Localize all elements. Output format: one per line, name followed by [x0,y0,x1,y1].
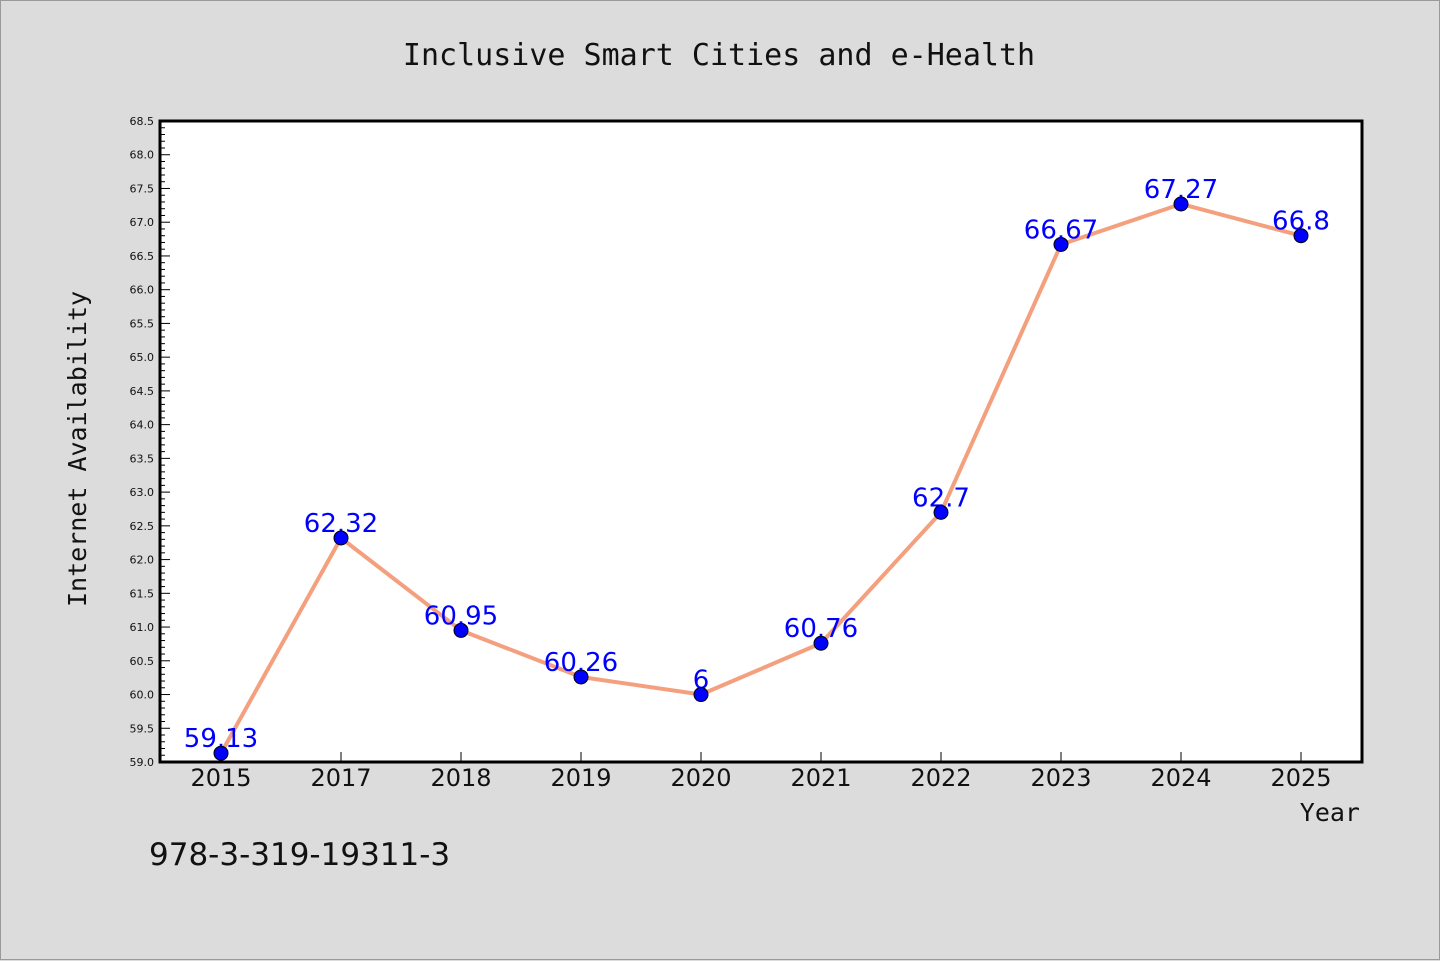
footer-isbn: 978-3-319-19311-3 [149,837,450,873]
series-layer: 59.1362.3260.9560.26660.7662.766.6767.27… [184,175,1330,761]
x-tick-label: 2020 [670,764,731,792]
plot-area [160,121,1362,762]
y-tick-label: 68.0 [130,149,155,162]
y-tick-label: 63.5 [130,452,155,465]
x-tick-label: 2015 [190,764,251,792]
plot-border [158,119,1364,764]
data-point [1293,228,1309,244]
data-point [1173,196,1189,212]
data-point [333,530,349,546]
x-tick-label: 2021 [790,764,851,792]
x-tick-label: 2022 [910,764,971,792]
y-tick-label: 62.5 [130,520,155,533]
y-tick-label: 65.0 [130,351,155,364]
y-tick-label: 61.5 [130,587,155,600]
y-tick-label: 67.0 [130,216,155,229]
y-tick-label: 61.0 [130,621,155,634]
data-point [933,504,949,520]
y-tick-label: 67.5 [130,182,155,195]
x-axis-label: Year [1300,798,1360,827]
data-point [1053,236,1069,252]
data-point [573,669,589,685]
y-tick-label: 63.0 [130,486,155,499]
x-tick-label: 2019 [550,764,611,792]
y-tick-label: 66.5 [130,250,155,263]
y-tick-label: 66.0 [130,284,155,297]
data-point [453,622,469,638]
y-tick-label: 59.0 [130,756,155,769]
data-point [813,635,829,651]
y-axis-label: Internet Availability [63,291,92,607]
series-line [219,201,1303,756]
x-tick-label: 2024 [1150,764,1211,792]
x-tick-label: 2018 [430,764,491,792]
x-axis: 2015 2017 2018 2019 2020 2021 2022 2023 2024 2025 [190,752,1332,792]
y-tick-label: 64.5 [130,385,155,398]
x-tick-label: 2023 [1030,764,1091,792]
y-tick-label: 59.5 [130,722,155,735]
data-label: 6 [693,666,710,696]
y-tick-label: 68.5 [130,115,155,128]
chart-title: Inclusive Smart Cities and e-Health [403,38,1035,73]
y-tick-label: 65.5 [130,317,155,330]
y-tick-label: 60.0 [130,689,155,702]
y-tick-label: 64.0 [130,419,155,432]
y-tick-label: 60.5 [130,655,155,668]
data-point [213,745,229,761]
data-point [693,687,709,703]
y-tick-label: 62.0 [130,554,155,567]
x-tick-label: 2025 [1270,764,1331,792]
x-tick-label: 2017 [310,764,371,792]
